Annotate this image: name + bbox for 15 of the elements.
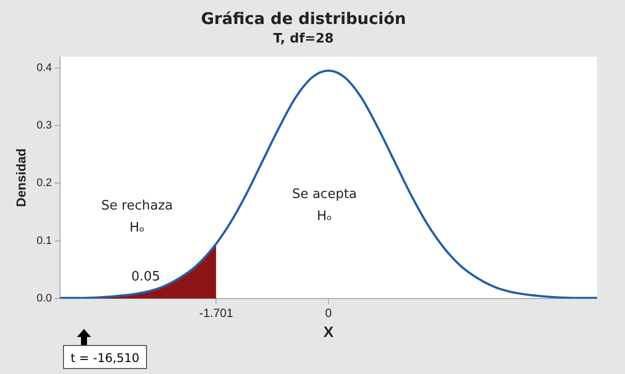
y-tick-label: 0.0 <box>36 292 52 305</box>
y-tick-label: 0.1 <box>36 234 52 247</box>
annotation: Se rechaza Hₒ <box>101 198 173 236</box>
chart-title: Gráfica de distribución <box>200 8 406 28</box>
y-tick-label: 0.4 <box>36 62 52 74</box>
x-tick-label: -1.701 <box>199 306 234 320</box>
y-tick-label: 0.3 <box>36 120 52 132</box>
annotation: 0.05 <box>131 270 160 285</box>
y-tick-label: 0.2 <box>36 177 52 190</box>
annotation: Se acepta Hₒ <box>292 187 357 224</box>
chart-subtitle: T, df=28 <box>273 31 334 46</box>
x-tick-label: 0 <box>325 306 332 320</box>
y-axis-title: Densidad <box>13 148 28 207</box>
x-axis-title: X <box>323 324 334 342</box>
text: t = -16,510 <box>63 345 147 369</box>
